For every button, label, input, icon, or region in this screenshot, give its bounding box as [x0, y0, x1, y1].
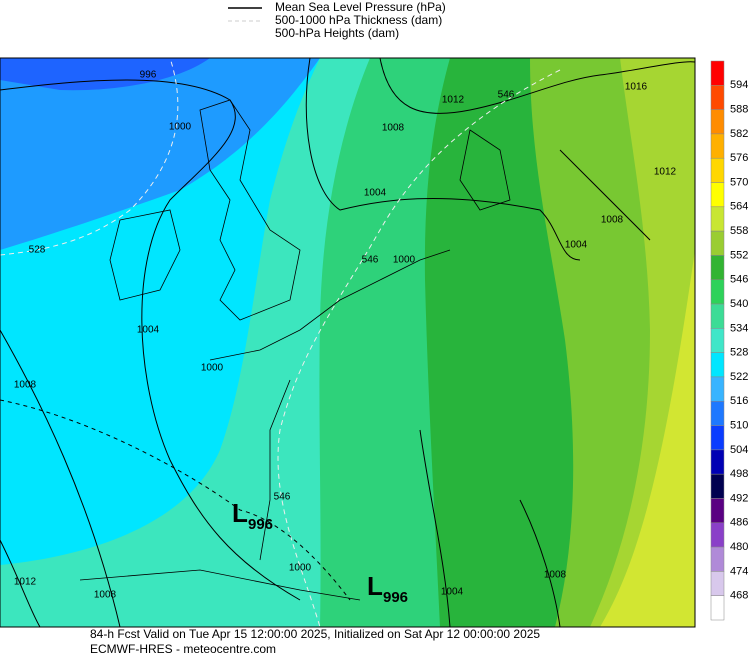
coastline — [79, 249, 451, 601]
coastline — [459, 129, 511, 211]
colorbar-label: 546 — [730, 274, 748, 286]
colorbar: 594 588 582 576 570 564 558 552 546 540 534 528 522 5… — [710, 60, 748, 621]
colorbar-label: 564 — [730, 201, 748, 213]
colorbar-box — [710, 473, 725, 499]
footer-line: ECMWF-HRES - meteocentre.com — [90, 642, 276, 656]
colorbar-box — [710, 498, 725, 524]
band — [600, 250, 695, 627]
contour-label: 1000 — [169, 122, 192, 133]
low-value: 996 — [248, 516, 273, 533]
colorbar-box — [710, 60, 725, 86]
colorbar-box — [710, 425, 725, 451]
colorbar-label: 492 — [730, 492, 748, 504]
colorbar-box — [710, 109, 725, 135]
contour-labels: 996 1000 1008 1012 546 1016 1012 1004 1008 1004 52… — [14, 70, 677, 601]
contour-label: 1000 — [201, 363, 224, 374]
colorbar-box — [710, 279, 725, 305]
contour-label: 1016 — [625, 82, 648, 93]
contour-label: 1008 — [382, 123, 405, 134]
coastline — [199, 99, 301, 321]
contour-label: 1012 — [654, 167, 677, 178]
colorbar-label: 474 — [730, 565, 748, 577]
colorbar-label: 522 — [730, 371, 748, 383]
colorbar-box — [710, 595, 725, 621]
thickness-lines — [0, 58, 561, 627]
colorbar-label: 570 — [730, 176, 748, 188]
contour-label: 1008 — [601, 215, 624, 226]
low-symbol: L — [367, 571, 383, 601]
colorbar-box — [710, 157, 725, 183]
footer-line: 84-h Fcst Valid on Tue Apr 15 12:00:00 2… — [90, 627, 540, 641]
colorbar-label: 576 — [730, 152, 748, 164]
colorbar-box — [710, 352, 725, 378]
colorbar-box — [710, 546, 725, 572]
colorbar-label: 582 — [730, 128, 748, 140]
legend-text: 500-1000 hPa Thickness (dam) — [275, 13, 442, 27]
contour-label: 546 — [362, 255, 379, 266]
colorbar-label: 528 — [730, 347, 748, 359]
map-frame — [0, 57, 696, 628]
contour-label: 1004 — [137, 325, 160, 336]
low-symbol: L — [232, 498, 248, 528]
colorbar-label: 594 — [730, 79, 748, 91]
legend-text: 500-hPa Heights (dam) — [275, 26, 399, 40]
contour-label: 1012 — [442, 95, 465, 106]
contour-label: 1004 — [441, 587, 464, 598]
contour-label: 546 — [498, 90, 515, 101]
colorbar-label: 558 — [730, 225, 748, 237]
colorbar-box — [710, 182, 725, 208]
colorbar-label: 516 — [730, 395, 748, 407]
contour-label: 528 — [29, 245, 46, 256]
colorbar-label: 588 — [730, 104, 748, 116]
contour-label: 1004 — [364, 188, 387, 199]
colorbar-box — [710, 255, 725, 280]
colorbar-label: 498 — [730, 468, 748, 480]
colorbar-box — [710, 522, 725, 548]
band — [0, 58, 210, 91]
colorbar-label: 510 — [730, 419, 748, 431]
colorbar-label: 504 — [730, 444, 748, 456]
colorbar-box — [710, 133, 725, 159]
colorbar-label: 468 — [730, 590, 748, 602]
colorbar-box — [710, 376, 725, 402]
colorbar-label: 534 — [730, 322, 748, 334]
colorbar-label: 480 — [730, 541, 748, 553]
colorbar-box — [710, 571, 725, 596]
colorbar-box — [710, 206, 725, 232]
colorbar-box — [710, 328, 725, 353]
contour-label: 996 — [140, 70, 157, 81]
contour-label: 1000 — [289, 563, 312, 574]
colorbar-box — [710, 230, 725, 256]
legend: Mean Sea Level Pressure (hPa) 500-1000 h… — [228, 0, 446, 40]
legend-text: Mean Sea Level Pressure (hPa) — [275, 0, 446, 14]
band — [0, 58, 320, 250]
contour-label: 1008 — [94, 590, 117, 601]
colorbar-box — [710, 303, 725, 329]
colorbar-label: 486 — [730, 517, 748, 529]
contour-label: 1008 — [14, 380, 37, 391]
map: 996 1000 1008 1012 546 1016 1012 1004 1008 1004 52… — [0, 58, 695, 627]
colorbar-label: 540 — [730, 298, 748, 310]
contour-label: 1004 — [565, 240, 588, 251]
low-value: 996 — [383, 589, 408, 606]
coastline — [109, 209, 181, 301]
colorbar-box — [710, 85, 725, 110]
contour-label: 1008 — [544, 570, 567, 581]
colorbar-box — [710, 449, 725, 475]
heights-line — [0, 399, 351, 601]
colorbar-label: 552 — [730, 249, 748, 261]
contour-label: 1012 — [14, 577, 37, 588]
colorbar-box — [710, 401, 725, 426]
contour-label: 1000 — [393, 255, 416, 266]
contour-label: 546 — [274, 492, 291, 503]
